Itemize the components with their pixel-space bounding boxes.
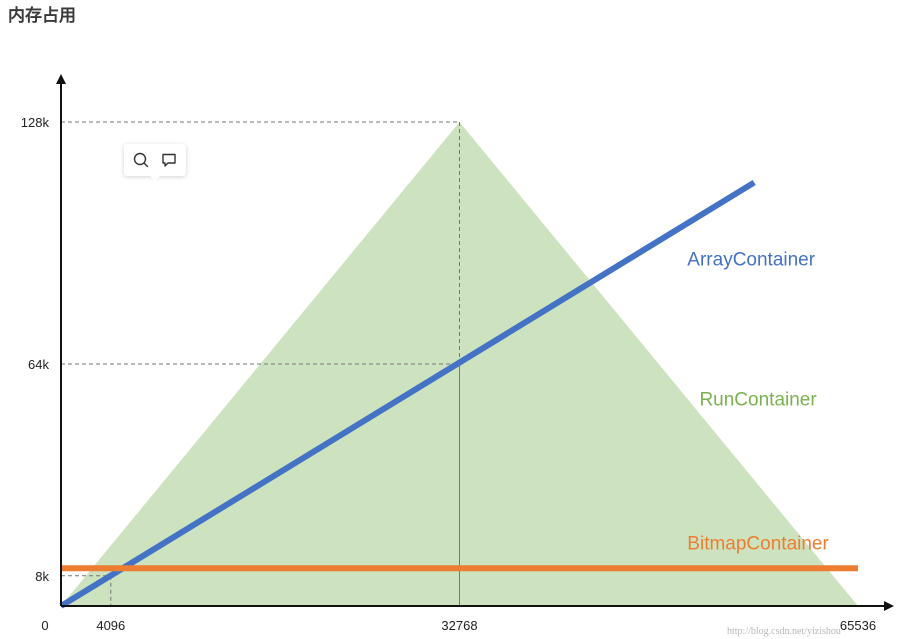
y-tick-label: 128k bbox=[21, 115, 50, 130]
page-title: 内存占用 bbox=[8, 6, 76, 25]
comment-button[interactable] bbox=[159, 150, 179, 170]
series-label-runcontainer: RunContainer bbox=[699, 390, 817, 411]
series-label-arraycontainer: ArrayContainer bbox=[687, 250, 815, 271]
series-line-arraycontainer bbox=[59, 179, 756, 609]
floating-toolbar bbox=[124, 144, 186, 181]
x-tick-label: 0 bbox=[41, 618, 48, 633]
search-button[interactable] bbox=[131, 150, 151, 170]
comment-icon bbox=[162, 153, 176, 167]
x-tick-label: 65536 bbox=[840, 618, 876, 633]
y-tick-label: 8k bbox=[35, 569, 49, 584]
y-tick-label: 64k bbox=[28, 357, 49, 372]
x-tick-label: 4096 bbox=[96, 618, 125, 633]
search-icon bbox=[133, 152, 149, 168]
watermark-text: http://blog.csdn.net/yizishou bbox=[727, 626, 841, 637]
series-label-bitmapcontainer: BitmapContainer bbox=[687, 533, 829, 554]
x-tick-label: 32768 bbox=[441, 618, 477, 633]
